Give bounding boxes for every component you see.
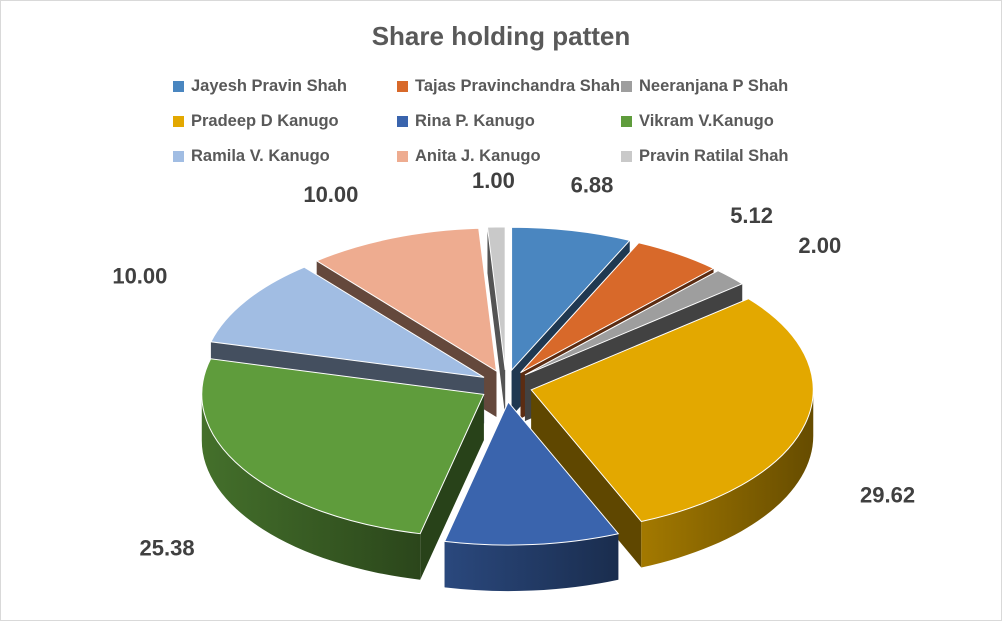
pie-slice-anita-j-kanugo bbox=[315, 227, 498, 372]
legend-label: Rina P. Kanugo bbox=[415, 111, 535, 130]
legend-item: Vikram V.Kanugo bbox=[621, 111, 774, 131]
legend-swatch bbox=[621, 80, 632, 92]
legend-label: Anita J. Kanugo bbox=[415, 146, 541, 165]
data-label: 10.00 bbox=[303, 182, 358, 207]
legend: Jayesh Pravin Shah Tajas Pravinchandra Sh… bbox=[1, 1, 1001, 181]
legend-label: Pravin Ratilal Shah bbox=[639, 146, 789, 165]
pie-slice-vikram-v-kanugo bbox=[201, 358, 485, 535]
pie-slice-rina-p-kanugo bbox=[443, 401, 620, 546]
slice-side-wall bbox=[201, 394, 421, 580]
legend-item: Ramila V. Kanugo bbox=[173, 146, 330, 166]
pie-slice-jayesh-pravin-shah bbox=[511, 226, 631, 372]
legend-swatch bbox=[397, 80, 408, 92]
legend-swatch bbox=[173, 80, 184, 92]
data-label: 25.38 bbox=[140, 536, 195, 561]
legend-label: Neeranjana P Shah bbox=[639, 76, 789, 95]
pie-slice-tajas-pravinchandra-shah bbox=[520, 242, 715, 374]
legend-item: Pradeep D Kanugo bbox=[173, 111, 339, 131]
data-label: 1.00 bbox=[472, 168, 515, 193]
slice-side-wall bbox=[641, 389, 814, 568]
legend-swatch bbox=[621, 150, 632, 162]
legend-item: Rina P. Kanugo bbox=[397, 111, 535, 131]
legend-item: Neeranjana P Shah bbox=[621, 76, 788, 96]
legend-item: Anita J. Kanugo bbox=[397, 146, 541, 166]
data-label: 10.00 bbox=[112, 264, 167, 289]
legend-swatch bbox=[397, 150, 408, 162]
slice-cut-face bbox=[487, 227, 506, 416]
legend-item: Tajas Pravinchandra Shah bbox=[397, 76, 620, 96]
legend-label: Vikram V.Kanugo bbox=[639, 111, 774, 130]
legend-item: Jayesh Pravin Shah bbox=[173, 76, 347, 96]
data-label: 5.12 bbox=[730, 203, 773, 228]
pie-slice-pradeep-d-kanugo bbox=[530, 298, 814, 523]
pie-slice-neeranjana-p-shah bbox=[524, 270, 744, 376]
legend-label: Ramila V. Kanugo bbox=[191, 146, 330, 165]
data-label: 2.00 bbox=[798, 233, 841, 258]
data-label: 29.62 bbox=[860, 483, 915, 508]
legend-label: Jayesh Pravin Shah bbox=[191, 76, 347, 95]
legend-swatch bbox=[173, 150, 184, 162]
legend-swatch bbox=[397, 115, 408, 127]
chart-title: Share holding patten bbox=[371, 21, 631, 51]
legend-label: Tajas Pravinchandra Shah bbox=[415, 76, 621, 95]
legend-label: Pradeep D Kanugo bbox=[191, 111, 339, 130]
slice-cut-face bbox=[420, 394, 484, 580]
slice-side-wall bbox=[444, 533, 619, 592]
legend-item: Pravin Ratilal Shah bbox=[621, 146, 788, 166]
pie-slice-pravin-ratilal-shah bbox=[486, 226, 506, 370]
slice-cut-face bbox=[531, 389, 642, 568]
data-label: 6.88 bbox=[571, 173, 614, 198]
pie-slice-ramila-v-kanugo bbox=[210, 266, 485, 378]
legend-swatch bbox=[621, 115, 632, 127]
legend-swatch bbox=[173, 115, 184, 127]
